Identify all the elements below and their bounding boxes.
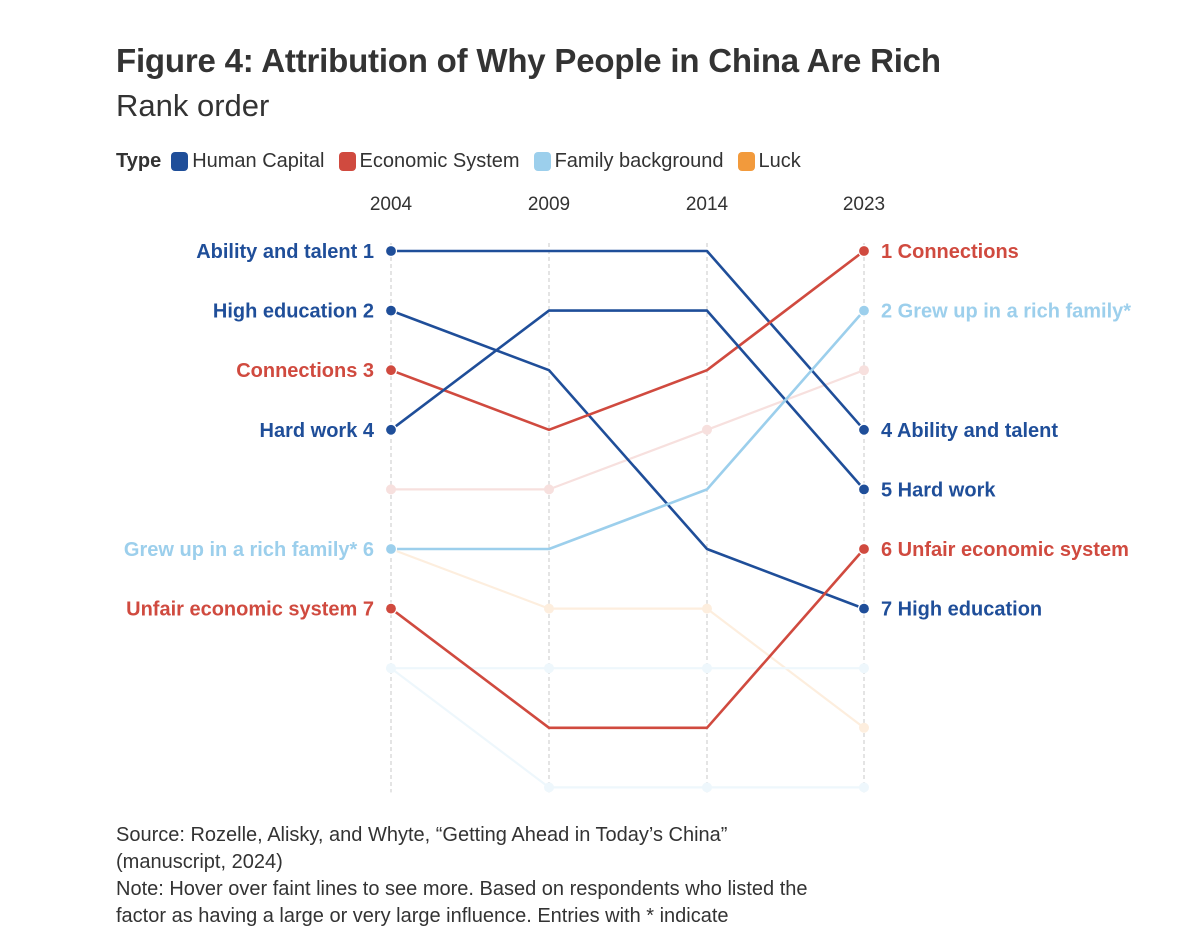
series-point	[857, 423, 871, 436]
series-point	[702, 782, 712, 793]
legend-label: Luck	[758, 150, 801, 172]
left-label: Unfair economic system 7	[126, 599, 374, 621]
year-label: 2023	[843, 194, 885, 215]
left-label: Ability and talent 1	[196, 241, 374, 263]
series-point	[859, 722, 869, 733]
series-point	[702, 663, 712, 674]
left-label: Connections 3	[236, 360, 374, 382]
series-line	[391, 369, 865, 491]
year-label: 2014	[686, 194, 729, 215]
series-point	[384, 364, 398, 377]
series-unfair-economic-system[interactable]: Unfair economic system 7 6 Unfair economi…	[126, 539, 1129, 733]
series-point	[859, 663, 869, 674]
left-label: High education 2	[213, 301, 374, 323]
series-point	[544, 603, 554, 614]
series-point	[544, 663, 554, 674]
legend: Type Human Capital Economic System Famil…	[116, 150, 815, 173]
slope-chart: 2004 2009 2014 2023 Ability and talent 1 4 Ab…	[124, 194, 1131, 793]
faint-series[interactable]	[386, 544, 869, 733]
right-label: 5 Hard work	[881, 479, 996, 501]
series-line	[390, 249, 865, 432]
chart-subtitle: Rank order	[116, 88, 270, 123]
series-line	[390, 667, 864, 789]
series-point	[386, 663, 396, 674]
series-ability-and-talent[interactable]: Ability and talent 1 4 Ability and talent	[196, 241, 1058, 442]
series-hard-work[interactable]: Hard work 4 5 Hard work	[260, 306, 997, 502]
series-point	[857, 483, 871, 496]
series-point	[386, 484, 396, 495]
series-point	[857, 542, 871, 556]
legend-swatch	[338, 152, 356, 171]
year-label: 2004	[370, 194, 413, 215]
series-point	[384, 542, 398, 556]
legend-item-economic-system[interactable]: Economic System	[338, 150, 520, 173]
legend-title: Type	[116, 150, 162, 172]
year-label: 2009	[528, 194, 570, 215]
legend-label: Family background	[554, 150, 724, 172]
legend-swatch	[533, 152, 551, 171]
series-point	[384, 244, 398, 258]
legend-item-luck[interactable]: Luck	[737, 150, 801, 173]
series-line	[391, 309, 865, 551]
right-label: 7 High education	[881, 599, 1042, 621]
series-line	[391, 249, 865, 431]
series-line	[390, 547, 865, 729]
legend-label: Economic System	[359, 150, 520, 172]
series-point	[857, 304, 871, 317]
series-point	[384, 304, 398, 317]
legend-swatch	[171, 152, 189, 171]
right-label: 4 Ability and talent	[881, 420, 1058, 442]
series-point	[702, 603, 712, 614]
series-point	[857, 244, 871, 258]
series-point	[544, 782, 554, 793]
legend-label: Human Capital	[192, 150, 325, 172]
faint-series[interactable]	[386, 663, 869, 793]
series-line	[390, 548, 865, 730]
series-point	[857, 602, 871, 615]
left-label: Hard work 4	[260, 420, 375, 442]
left-label: Grew up in a rich family* 6	[124, 539, 374, 561]
series-point	[859, 365, 869, 376]
series-point	[859, 782, 869, 793]
series-line	[390, 309, 865, 610]
faint-series[interactable]	[386, 663, 869, 674]
legend-item-human-capital[interactable]: Human Capital	[171, 150, 325, 173]
right-label: 6 Unfair economic system	[881, 539, 1129, 561]
series-point	[702, 424, 712, 435]
series-high-education[interactable]: High education 2 7 High education	[213, 301, 1042, 621]
chart-title: Figure 4: Attribution of Why People in C…	[116, 42, 941, 79]
legend-swatch	[737, 152, 755, 171]
faint-series[interactable]	[386, 365, 869, 495]
series-point	[544, 484, 554, 495]
footer: Source: Rozelle, Alisky, and Whyte, “Get…	[116, 822, 816, 930]
right-label: 1 Connections	[881, 241, 1019, 263]
series-point	[384, 423, 398, 436]
source-note: Source: Rozelle, Alisky, and Whyte, “Get…	[116, 824, 728, 873]
series-connections[interactable]: Connections 3 1 Connections	[236, 241, 1019, 435]
legend-item-family-background[interactable]: Family background	[533, 150, 724, 173]
series-grew-up-in-a-rich-family[interactable]: Grew up in a rich family* 6 2 Grew up in …	[124, 301, 1131, 561]
series-point	[384, 602, 398, 615]
right-label: 2 Grew up in a rich family*	[881, 301, 1131, 323]
